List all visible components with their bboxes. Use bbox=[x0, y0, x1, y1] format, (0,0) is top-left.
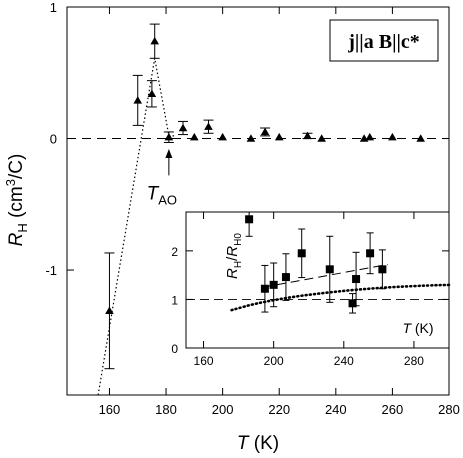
inset-guide-curve bbox=[230, 283, 451, 312]
inset-x-axis-title-main: T bbox=[402, 320, 412, 336]
legend-box-part-3: B bbox=[374, 31, 392, 53]
annotation-label-main: T bbox=[147, 183, 160, 204]
y-tick-label: 2 bbox=[171, 245, 178, 259]
data-point-triangle bbox=[317, 134, 326, 142]
x-tick-label: 160 bbox=[194, 354, 214, 368]
inset-y-axis-title-main2: R bbox=[224, 246, 241, 257]
legend-box-text: j||a B||c* bbox=[347, 31, 420, 53]
data-point-triangle bbox=[150, 36, 160, 45]
y-tick-label: 0 bbox=[171, 342, 178, 356]
data-point-square bbox=[269, 280, 278, 289]
data-point-square bbox=[378, 265, 387, 274]
data-point-square bbox=[297, 249, 306, 258]
x-tick-label: 240 bbox=[334, 354, 354, 368]
legend-box-part-4: || bbox=[392, 31, 401, 53]
x-tick-label: 200 bbox=[212, 402, 234, 417]
y-tick-label: 0 bbox=[50, 132, 57, 147]
data-point-triangle bbox=[365, 132, 375, 141]
data-point-triangle bbox=[178, 123, 188, 132]
x-axis-title: T (K) bbox=[237, 433, 279, 454]
data-point-square bbox=[281, 273, 290, 282]
y-axis-title-sub: H bbox=[15, 223, 30, 232]
y-tick-label: 1 bbox=[50, 0, 57, 15]
data-point-square bbox=[348, 299, 357, 308]
inset-y-axis-title-sub2: H0 bbox=[233, 233, 244, 246]
legend-box-part-2: a bbox=[364, 31, 374, 53]
inset-plot: 160 200 240 280 012 RH/RH0 T (K) bbox=[171, 211, 451, 368]
data-point-square bbox=[260, 284, 269, 293]
main-xticks: 160 180 200 220 240 260 280 bbox=[99, 7, 460, 417]
data-point-triangle bbox=[388, 132, 397, 141]
inset-y-axis-title: RH/RH0 bbox=[224, 233, 244, 279]
annotation-label-sub: AO bbox=[158, 192, 177, 207]
data-point-triangle bbox=[260, 127, 270, 136]
legend-box: j||a B||c* bbox=[329, 19, 439, 62]
legend-box-part-1: || bbox=[355, 31, 364, 53]
data-point-triangle bbox=[133, 96, 143, 104]
annotation-label: TAO bbox=[147, 183, 177, 207]
y-axis-title: RH (cm3/C) bbox=[3, 154, 30, 247]
data-point-triangle bbox=[274, 132, 284, 141]
data-point-triangle bbox=[147, 89, 157, 98]
x-tick-label: 280 bbox=[438, 402, 460, 417]
inset-plot-frame bbox=[185, 211, 450, 349]
inset-y-axis-title-main: R bbox=[224, 268, 241, 279]
x-tick-label: 280 bbox=[404, 354, 424, 368]
data-point-square bbox=[366, 249, 375, 258]
inset-fit-line bbox=[263, 264, 388, 288]
data-point-triangle bbox=[246, 134, 256, 142]
inset-y-axis-title-sub: H bbox=[233, 261, 244, 268]
y-tick-label: 1 bbox=[171, 293, 178, 307]
x-axis-title-main: T bbox=[237, 433, 250, 454]
y-axis-title-unit: (cm bbox=[6, 186, 27, 223]
main-guide-line bbox=[97, 58, 175, 396]
annotation-arrow-head bbox=[165, 149, 173, 159]
data-point-triangle bbox=[164, 132, 174, 141]
x-tick-label: 180 bbox=[155, 402, 177, 417]
data-point-triangle bbox=[303, 131, 312, 140]
data-point-square bbox=[325, 265, 334, 274]
main-plot: 160 180 200 220 240 260 280 10-1 TAO j||a B||c… bbox=[3, 0, 460, 454]
y-axis-title-unit-end: /C) bbox=[6, 154, 27, 179]
y-tick-label: -1 bbox=[45, 263, 57, 278]
data-point-square bbox=[352, 275, 361, 284]
x-tick-label: 240 bbox=[325, 402, 347, 417]
x-tick-label: 200 bbox=[264, 354, 284, 368]
legend-box-part-0: j bbox=[347, 31, 355, 53]
legend-box-frame bbox=[329, 19, 439, 62]
x-tick-label: 260 bbox=[382, 402, 404, 417]
inset-x-axis-title: T (K) bbox=[402, 320, 433, 336]
inset-data-points bbox=[245, 211, 387, 314]
main-plot-frame bbox=[66, 6, 450, 396]
y-axis-title-sup: 3 bbox=[3, 179, 18, 186]
data-point-triangle bbox=[204, 122, 213, 130]
data-point-triangle bbox=[190, 132, 199, 141]
x-tick-label: 220 bbox=[268, 402, 290, 417]
inset-y-axis-title-slash: / bbox=[224, 256, 241, 261]
data-point-triangle bbox=[105, 306, 114, 315]
inset-x-axis-title-unit: (K) bbox=[411, 320, 434, 336]
transition-annotation: TAO bbox=[147, 149, 177, 207]
main-data-points bbox=[104, 23, 426, 370]
data-point-triangle bbox=[218, 132, 227, 141]
x-axis-title-unit: (K) bbox=[249, 433, 280, 454]
x-tick-label: 160 bbox=[99, 402, 121, 417]
y-axis-title-main: R bbox=[6, 232, 27, 246]
data-point-triangle bbox=[416, 134, 426, 142]
data-point-square bbox=[245, 215, 254, 224]
inset-xticks: 160 200 240 280 bbox=[194, 212, 424, 368]
legend-box-part-5: c* bbox=[401, 31, 420, 53]
